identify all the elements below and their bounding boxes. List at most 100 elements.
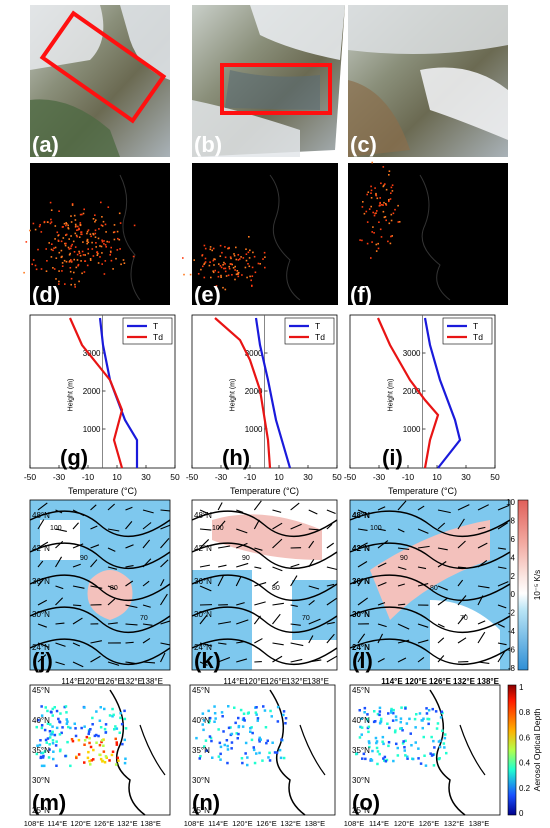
aod-pixel — [66, 740, 69, 744]
temperature-line — [254, 317, 292, 469]
fire-point — [237, 271, 240, 274]
aod-pixel — [97, 734, 100, 738]
fire-point — [83, 271, 86, 273]
coastline — [429, 689, 466, 816]
y-tick-label: 1000 — [83, 425, 101, 434]
aod-pixel — [226, 744, 229, 748]
fire-point — [118, 238, 121, 241]
legend-label: T — [473, 321, 478, 331]
aod-pixel — [40, 724, 44, 727]
fire-point — [23, 271, 25, 274]
aod-pixel — [400, 727, 403, 730]
wind-vector — [397, 623, 410, 630]
longitude-tick-label: 132°E — [117, 819, 138, 828]
fire-point — [45, 270, 48, 272]
fire-point — [65, 224, 67, 227]
fire-point — [74, 223, 77, 226]
wind-vector — [72, 563, 81, 568]
wind-vector — [125, 641, 134, 644]
aod-pixel — [240, 757, 244, 760]
fire-point — [77, 264, 79, 267]
aod-pixel — [391, 719, 395, 722]
aod-pixel — [104, 731, 107, 734]
longitude-tick-label: 126°E — [429, 677, 452, 686]
wind-vector — [37, 623, 47, 628]
satellite-image-b — [192, 5, 345, 157]
longitude-tick-label: 138°E — [305, 819, 326, 828]
fire-point — [77, 228, 80, 231]
wind-vector — [457, 566, 467, 569]
aod-pixel — [114, 763, 118, 766]
aod-pixel — [434, 710, 438, 713]
fire-point — [247, 263, 249, 265]
wind-vector — [253, 500, 262, 511]
fire-point — [83, 208, 85, 211]
wind-vector — [55, 528, 67, 532]
fire-point — [221, 251, 223, 254]
wind-vector — [357, 633, 366, 644]
aod-pixel — [422, 717, 425, 720]
aod-pixel — [279, 756, 283, 760]
fire-point — [68, 254, 71, 256]
fire-point — [379, 197, 381, 199]
wind-vector — [437, 509, 451, 514]
y-axis-label: Height (m) — [388, 379, 395, 412]
fire-point — [250, 279, 252, 282]
aod-pixel — [431, 707, 434, 711]
aod-pixel — [114, 737, 117, 741]
aod-pixel — [393, 730, 397, 734]
wind-vector — [199, 564, 211, 568]
aod-pixel — [394, 729, 397, 732]
aod-pixel — [361, 757, 364, 760]
latitude-tick-label: 48°N — [32, 511, 50, 520]
aod-pixel — [123, 717, 127, 721]
satellite-image-c — [348, 5, 508, 157]
wind-vector — [236, 641, 244, 644]
aod-pixel — [265, 741, 268, 745]
aod-pixel — [227, 726, 231, 730]
aod-pixel — [69, 764, 72, 768]
fire-point — [362, 201, 364, 203]
wind-vector — [290, 623, 301, 626]
fire-point — [224, 267, 227, 270]
aod-pixel — [48, 748, 51, 751]
aod-pixel — [117, 759, 120, 762]
aod-pixel — [57, 717, 60, 721]
fire-map-e — [182, 163, 338, 305]
aod-pixel — [98, 753, 101, 756]
aod-pixel — [392, 708, 395, 712]
contour-label: 90 — [400, 555, 408, 562]
fire-point — [49, 222, 52, 225]
fire-point — [203, 276, 206, 279]
aod-pixel — [366, 719, 370, 723]
aod-pixel — [249, 727, 252, 730]
aod-pixel — [40, 714, 44, 717]
colorbar-tick-label: -6 — [508, 646, 516, 655]
wind-vector — [290, 604, 298, 608]
wind-vector — [290, 642, 304, 647]
aod-pixel — [254, 711, 258, 714]
aod-pixel — [208, 735, 212, 738]
wind-vector — [125, 565, 134, 568]
wind-vector — [254, 547, 263, 551]
latitude-tick-label: 25°N — [32, 806, 50, 815]
fire-point — [381, 204, 383, 206]
fire-point — [375, 250, 378, 252]
wind-vector — [142, 637, 151, 644]
wind-vector — [397, 603, 406, 606]
wind-vector — [326, 542, 335, 549]
latitude-tick-label: 35°N — [192, 746, 210, 755]
contour-label: 70 — [140, 615, 148, 622]
fire-point — [228, 265, 230, 268]
wind-vector — [107, 661, 120, 666]
y-tick-label: 2000 — [83, 387, 101, 396]
wind-vector — [90, 504, 97, 511]
aod-pixel — [414, 726, 417, 729]
fire-point — [237, 273, 239, 275]
fire-point — [100, 201, 102, 204]
aod-pixel — [414, 741, 417, 744]
fire-point — [38, 225, 41, 228]
aod-pixel — [37, 718, 40, 722]
y-axis-label: Height (m) — [68, 379, 75, 412]
longitude-tick-label: 120°E — [232, 819, 253, 828]
